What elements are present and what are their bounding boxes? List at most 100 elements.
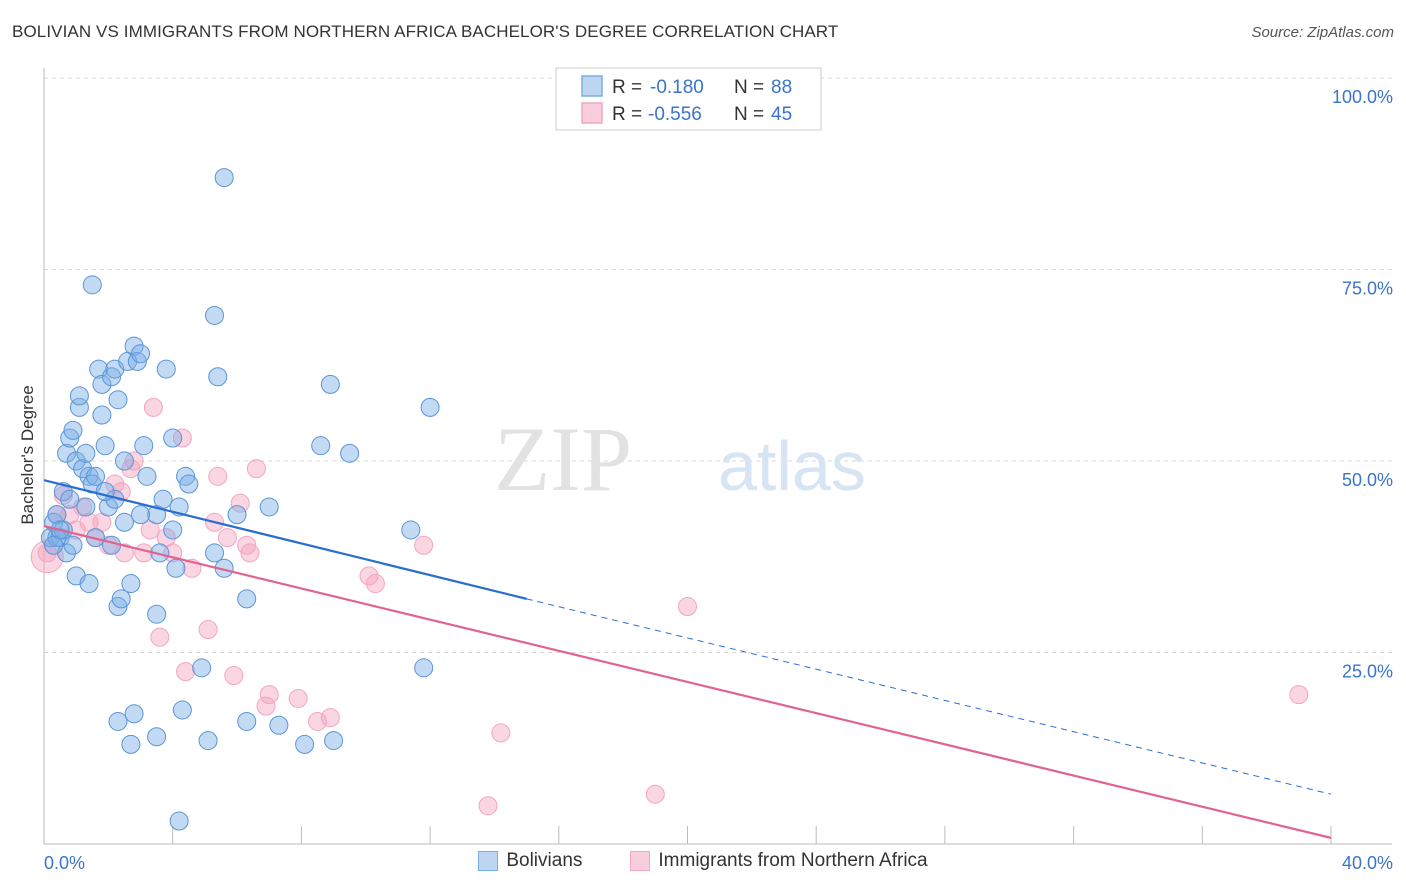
point-bolivian (121, 734, 141, 754)
point-bolivian (127, 351, 147, 371)
y-tick-label: 25.0% (1342, 662, 1393, 682)
legend-label-bolivians: Bolivians (506, 850, 583, 871)
point-nafrica (150, 627, 170, 647)
stats-n-label-bolivians: N = (734, 77, 764, 98)
trend-line-nafrica (43, 525, 1332, 839)
stats-n-value-nafrica: 45 (771, 104, 792, 125)
point-bolivian (172, 700, 192, 720)
point-bolivian (108, 711, 128, 731)
series-points-nafrica (30, 397, 1309, 816)
point-nafrica (307, 711, 327, 731)
point-bolivian (311, 436, 331, 456)
point-bolivian (137, 466, 157, 486)
point-nafrica (320, 708, 340, 728)
point-bolivian (166, 558, 186, 578)
point-bolivian (60, 489, 80, 509)
point-bolivian (66, 451, 86, 471)
x-tick-label: 0.0% (44, 853, 85, 873)
point-bolivian (205, 305, 225, 325)
point-nafrica (198, 620, 218, 640)
point-nafrica (246, 459, 266, 479)
point-bolivian (108, 390, 128, 410)
point-bolivian (401, 520, 421, 540)
point-nafrica (237, 535, 257, 555)
point-bolivian (163, 428, 183, 448)
legend-swatch-bolivians (478, 851, 499, 871)
series-points-bolivians (40, 168, 440, 831)
point-bolivian (44, 535, 64, 555)
point-bolivian (147, 604, 167, 624)
point-bolivian (198, 731, 218, 751)
point-nafrica (414, 535, 434, 555)
point-bolivian (147, 727, 167, 747)
y-axis-label: Bachelor's Degree (18, 385, 37, 524)
point-bolivian (124, 704, 144, 724)
point-bolivian (79, 466, 99, 486)
point-bolivian (102, 367, 122, 387)
legend-item-bolivians: Bolivians (478, 850, 582, 872)
point-nafrica (240, 543, 260, 563)
point-bolivian (82, 275, 102, 295)
point-bolivian (95, 436, 115, 456)
point-bolivian (169, 811, 189, 831)
point-nafrica (259, 685, 279, 705)
stats-r-label-bolivians: R = (612, 77, 642, 98)
point-bolivian (131, 505, 151, 525)
legend-label-nafrica: Immigrants from Northern Africa (658, 850, 928, 871)
point-bolivian (134, 436, 154, 456)
watermark-atlas: atlas (718, 427, 866, 505)
point-bolivian (63, 535, 83, 555)
point-bolivian (179, 474, 199, 494)
y-tick-label: 50.0% (1342, 470, 1393, 490)
point-bolivian (420, 397, 440, 417)
stats-legend: R = -0.180 N = 88 R = -0.556 N = 45 (555, 67, 822, 131)
y-tick-label: 100.0% (1332, 87, 1393, 107)
point-bolivian (227, 505, 247, 525)
point-bolivian (324, 731, 344, 751)
axes (43, 68, 1392, 845)
point-nafrica (111, 482, 131, 502)
trend-line-bolivians-extension (526, 598, 1332, 795)
point-bolivian (57, 443, 77, 463)
point-nafrica (217, 528, 237, 548)
point-nafrica (176, 662, 196, 682)
point-nafrica (478, 796, 498, 816)
point-nafrica (172, 428, 192, 448)
point-nafrica (124, 451, 144, 471)
stats-r-value-nafrica: -0.556 (648, 104, 702, 125)
point-bolivian (69, 386, 89, 406)
stats-r-label-nafrica: R = (612, 104, 642, 125)
point-bolivian (85, 466, 105, 486)
point-nafrica (359, 566, 379, 586)
point-bolivian (92, 405, 112, 425)
point-nafrica (256, 696, 276, 716)
point-bolivian (131, 344, 151, 364)
point-nafrica (1289, 685, 1309, 705)
trend-line-bolivians (43, 479, 527, 600)
point-bolivian (163, 520, 183, 540)
point-bolivian (63, 420, 83, 440)
x-tick-labels: 0.0% 40.0% (44, 853, 1393, 873)
point-bolivian (95, 482, 115, 502)
point-bolivian (153, 489, 173, 509)
point-bolivian (92, 374, 112, 394)
point-bolivian (237, 589, 257, 609)
point-nafrica (121, 459, 141, 479)
point-bolivian (208, 367, 228, 387)
y-tick-labels: 25.0% 50.0% 75.0% 100.0% (1332, 87, 1393, 682)
point-bolivian (237, 711, 257, 731)
legend-item-nafrica: Immigrants from Northern Africa (630, 850, 928, 872)
point-nafrica (288, 688, 308, 708)
point-bolivian (156, 359, 176, 379)
series-legend: Bolivians Immigrants from Northern Afric… (0, 850, 1406, 872)
point-nafrica (143, 397, 163, 417)
point-bolivian (176, 466, 196, 486)
point-bolivian (108, 597, 128, 617)
gridlines (44, 77, 1392, 653)
point-bolivian (60, 428, 80, 448)
point-bolivian (69, 397, 89, 417)
point-bolivian (295, 734, 315, 754)
stats-n-label-nafrica: N = (734, 104, 764, 125)
point-bolivian (53, 482, 73, 502)
